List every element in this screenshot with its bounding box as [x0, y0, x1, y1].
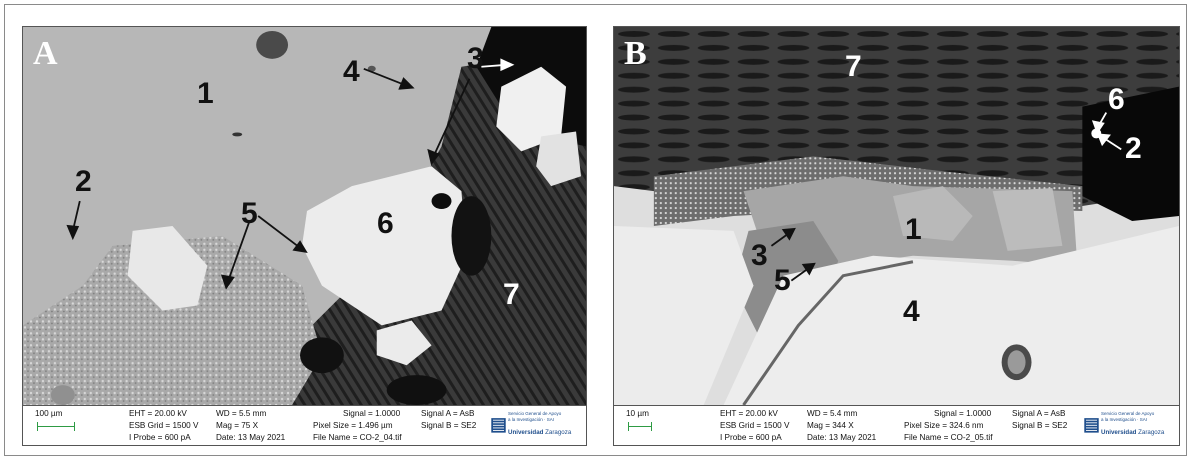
- panel-letter-b: B: [624, 35, 647, 72]
- sem-image-b: [614, 27, 1179, 405]
- emblem-icon: ▤: [490, 414, 508, 434]
- eht: EHT = 20.00 kV: [720, 409, 778, 418]
- file-name: File Name = CO-2_05.tif: [904, 433, 993, 442]
- panel-a: A 1 2 3 4 5 6 7 100 µm EHT = 20.00 kV ES…: [22, 26, 587, 446]
- signal-b: Signal B = SE2: [1012, 421, 1068, 430]
- label-2: 2: [1125, 132, 1142, 165]
- sem-databar-b: 10 µm EHT = 20.00 kV ESB Grid = 1500 V I…: [613, 406, 1180, 446]
- label-5: 5: [774, 264, 791, 297]
- label-1: 1: [905, 213, 922, 246]
- scale-label: 10 µm: [626, 409, 649, 418]
- eht: EHT = 20.00 kV: [129, 409, 187, 418]
- university-logo: ▤ Servicio General de Apoyo a la Investi…: [490, 410, 580, 442]
- logo-uni-rest: Zaragoza: [1136, 429, 1165, 436]
- scale-label: 100 µm: [35, 409, 63, 418]
- signal-a: Signal A = AsB: [421, 409, 475, 418]
- scale-bar: [628, 422, 652, 431]
- probe: I Probe = 600 pA: [720, 433, 782, 442]
- signal-b: Signal B = SE2: [421, 421, 477, 430]
- university-logo: ▤ Servicio General de Apoyo a la Investi…: [1083, 410, 1173, 442]
- label-4: 4: [903, 295, 920, 328]
- label-4: 4: [343, 55, 360, 88]
- wd: WD = 5.4 mm: [807, 409, 858, 418]
- label-2: 2: [75, 165, 92, 198]
- sem-image-a: [23, 27, 586, 405]
- label-7: 7: [845, 50, 862, 83]
- logo-line-2: a la Investigación · SAI: [1101, 417, 1148, 422]
- label-6: 6: [1108, 83, 1125, 116]
- logo-line-1: Servicio General de Apoyo: [1101, 411, 1155, 416]
- probe: I Probe = 600 pA: [129, 433, 191, 442]
- label-7: 7: [503, 278, 520, 311]
- logo-uni-bold: Universidad: [508, 429, 544, 436]
- logo-line-2: a la Investigación · SAI: [508, 417, 555, 422]
- panel-letter-a: A: [33, 35, 58, 72]
- logo-line-1: Servicio General de Apoyo: [508, 411, 562, 416]
- esb-grid: ESB Grid = 1500 V: [720, 421, 790, 430]
- label-1: 1: [197, 77, 214, 110]
- figure-frame: A 1 2 3 4 5 6 7 100 µm EHT = 20.00 kV ES…: [4, 4, 1187, 456]
- label-3: 3: [751, 239, 768, 272]
- date: Date: 13 May 2021: [216, 433, 286, 442]
- file-name: File Name = CO-2_04.tif: [313, 433, 402, 442]
- pixel-size: Pixel Size = 324.6 nm: [904, 421, 984, 430]
- mag: Mag = 344 X: [807, 421, 854, 430]
- label-6: 6: [377, 207, 394, 240]
- logo-uni-rest: Zaragoza: [543, 429, 572, 436]
- scale-bar: [37, 422, 75, 431]
- esb-grid: ESB Grid = 1500 V: [129, 421, 199, 430]
- pixel-size: Pixel Size = 1.496 µm: [313, 421, 393, 430]
- signal-a: Signal A = AsB: [1012, 409, 1066, 418]
- panel-b: B 1 2 3 4 5 6 7 10 µm EHT = 20.00 kV ESB…: [613, 26, 1180, 446]
- sem-micrograph-b: B 1 2 3 4 5 6 7: [613, 26, 1180, 406]
- mag: Mag = 75 X: [216, 421, 259, 430]
- logo-uni-bold: Universidad: [1101, 429, 1137, 436]
- wd: WD = 5.5 mm: [216, 409, 267, 418]
- signal: Signal = 1.0000: [343, 409, 401, 418]
- sem-databar-a: 100 µm EHT = 20.00 kV ESB Grid = 1500 V …: [22, 406, 587, 446]
- label-3: 3: [467, 42, 484, 75]
- sem-micrograph-a: A 1 2 3 4 5 6 7: [22, 26, 587, 406]
- signal: Signal = 1.0000: [934, 409, 992, 418]
- date: Date: 13 May 2021: [807, 433, 877, 442]
- label-5: 5: [241, 197, 258, 230]
- emblem-icon: ▤: [1083, 414, 1101, 434]
